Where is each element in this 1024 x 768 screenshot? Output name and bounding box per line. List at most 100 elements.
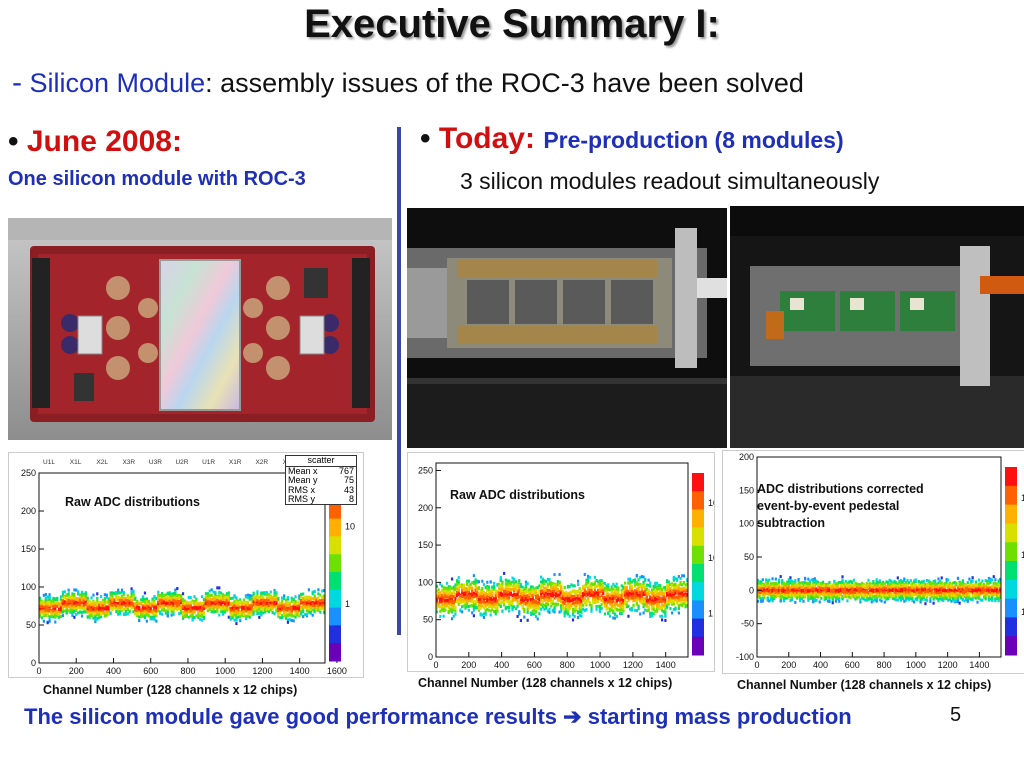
x-tick-label: 1400 bbox=[290, 666, 310, 676]
page-number: 5 bbox=[950, 704, 962, 726]
chip-label: U1R bbox=[202, 459, 215, 466]
y-tick-label: 0 bbox=[428, 652, 433, 662]
color-scale-segment bbox=[329, 500, 341, 520]
plot-corrected-adc-right: 0 200 400 600 800 1000 1200 1400 -100 -50 0 50 100 15… bbox=[722, 450, 1024, 674]
color-scale-segment bbox=[1005, 579, 1017, 600]
color-scale-segment bbox=[692, 473, 704, 492]
color-scale-segment bbox=[692, 582, 704, 601]
left-subheading: One silicon module with ROC-3 bbox=[8, 168, 306, 190]
stats-box-name: scatter bbox=[286, 455, 356, 467]
plot-raw-adc-middle-svg: 0 200 400 600 800 1000 1200 1400 0 50 100 150 200 250… bbox=[418, 462, 714, 670]
subtitle-dash: - bbox=[12, 66, 22, 99]
plot-corrected-adc-right-svg: 0 200 400 600 800 1000 1200 1400-100-5005010015… bbox=[736, 452, 1024, 670]
plot-frame bbox=[38, 472, 326, 664]
footer-text-2: starting mass production bbox=[587, 704, 852, 729]
color-scale-segment bbox=[692, 491, 704, 510]
plot-raw-adc-left-svg: 0 200 400 600 800 1000 1200 1400 1600 0 50 100 150 20… bbox=[21, 459, 355, 676]
stats-value-mean-x: 767 bbox=[338, 465, 354, 476]
y-tick-label: 50 bbox=[744, 552, 754, 562]
color-scale-segment bbox=[329, 536, 341, 555]
stats-label-rms-x: RMS x bbox=[288, 484, 315, 495]
color-scale-segment bbox=[1005, 636, 1017, 656]
color-scale-segment bbox=[1005, 617, 1017, 637]
x-tick-label: 200 bbox=[781, 660, 796, 670]
photo-silicon-module bbox=[8, 218, 392, 440]
color-scale-label: 10 bbox=[1021, 550, 1024, 560]
plot-middle-title: Raw ADC distributions bbox=[450, 488, 585, 502]
color-scale-segment bbox=[692, 564, 704, 583]
heatmap-points-left bbox=[38, 586, 326, 626]
y-tick-label: 50 bbox=[423, 615, 433, 625]
stats-value-rms-y: 8 bbox=[348, 494, 354, 504]
plot-frame bbox=[435, 462, 689, 658]
x-tick-label: 1400 bbox=[969, 660, 989, 670]
chip-label: U3R bbox=[149, 459, 162, 466]
chip-label: X1R bbox=[229, 459, 242, 466]
y-tick-label: 200 bbox=[21, 506, 36, 516]
left-heading: • June 2008: bbox=[8, 125, 182, 159]
color-scale-label: 1 bbox=[345, 599, 350, 609]
plot-left-title: Raw ADC distributions bbox=[65, 495, 200, 509]
color-scale-segment bbox=[692, 600, 704, 620]
photo-three-modules-right bbox=[730, 206, 1024, 448]
y-tick-label: 150 bbox=[739, 485, 754, 495]
footer-text: The silicon module gave good performance… bbox=[24, 704, 558, 729]
color-scale-segment bbox=[1005, 485, 1017, 506]
color-scale-label: 10 bbox=[345, 521, 355, 531]
y-tick-label: -50 bbox=[741, 619, 754, 629]
y-tick-label: -100 bbox=[736, 652, 754, 662]
stats-label-mean-y: Mean y bbox=[288, 475, 318, 485]
chip-label: U2R bbox=[175, 459, 188, 466]
column-separator bbox=[397, 127, 401, 635]
color-scale-segment bbox=[329, 607, 341, 626]
plot-right-title: ADC distributions corrected event-by-eve… bbox=[757, 482, 924, 530]
x-tick-label: 1600 bbox=[327, 666, 347, 676]
y-tick-label: 100 bbox=[21, 582, 36, 592]
plot-middle-caption: Channel Number (128 channels x 12 chips) bbox=[418, 676, 673, 690]
color-scale-segment bbox=[329, 554, 341, 573]
right-heading-text: Today: bbox=[438, 122, 535, 155]
color-scale-label: 10 bbox=[708, 553, 714, 563]
subtitle-rest: : assembly issues of the ROC-3 have been… bbox=[205, 68, 804, 98]
slide-title: Executive Summary I: bbox=[304, 2, 720, 46]
x-tick-label: 600 bbox=[143, 666, 158, 676]
right-heading: • Today: Pre-production (8 modules) bbox=[420, 122, 844, 156]
left-bullet: • bbox=[8, 125, 19, 158]
x-tick-label: 200 bbox=[69, 666, 84, 676]
subtitle-highlight: Silicon Module bbox=[29, 68, 206, 98]
y-tick-label: 200 bbox=[739, 452, 754, 462]
x-tick-label: 1000 bbox=[906, 660, 926, 670]
x-tick-label: 800 bbox=[877, 660, 892, 670]
plot-raw-adc-middle: 0 200 400 600 800 1000 1200 1400 0 50 100 150 200 250… bbox=[407, 452, 715, 672]
x-tick-label: 600 bbox=[527, 660, 542, 670]
x-tick-label: 400 bbox=[494, 660, 509, 670]
color-scale-segment bbox=[692, 509, 704, 529]
footer-conclusion: The silicon module gave good performance… bbox=[24, 704, 852, 730]
y-tick-label: 50 bbox=[26, 620, 36, 630]
x-tick-label: 1200 bbox=[252, 666, 272, 676]
color-scale-segment bbox=[692, 636, 704, 656]
heatmap-points-right bbox=[756, 575, 1002, 606]
y-tick-label: 0 bbox=[31, 658, 36, 668]
color-scale-segment bbox=[692, 545, 704, 565]
color-scale-segment bbox=[1005, 598, 1017, 618]
stats-label-mean-x: Mean x bbox=[288, 465, 318, 476]
right-heading-detail: Pre-production (8 modules) bbox=[543, 127, 844, 153]
x-tick-label: 1200 bbox=[938, 660, 958, 670]
chip-label: X2R bbox=[255, 459, 268, 466]
x-tick-label: 200 bbox=[461, 660, 476, 670]
stats-value-rms-x: 43 bbox=[343, 484, 354, 495]
x-tick-label: 800 bbox=[560, 660, 575, 670]
color-scale-label: 1 bbox=[1021, 607, 1024, 617]
x-tick-label: 1000 bbox=[215, 666, 235, 676]
x-tick-label: 400 bbox=[106, 666, 121, 676]
x-tick-label: 0 bbox=[36, 666, 41, 676]
x-tick-label: 800 bbox=[180, 666, 195, 676]
y-tick-label: 150 bbox=[418, 540, 433, 550]
slide-subtitle: - Silicon Module: assembly issues of the… bbox=[12, 66, 804, 100]
y-tick-label: 250 bbox=[418, 465, 433, 475]
right-bullet: • bbox=[420, 122, 431, 155]
x-tick-label: 600 bbox=[845, 660, 860, 670]
color-scale-segment bbox=[329, 518, 341, 537]
chip-label: U1L bbox=[43, 459, 55, 466]
